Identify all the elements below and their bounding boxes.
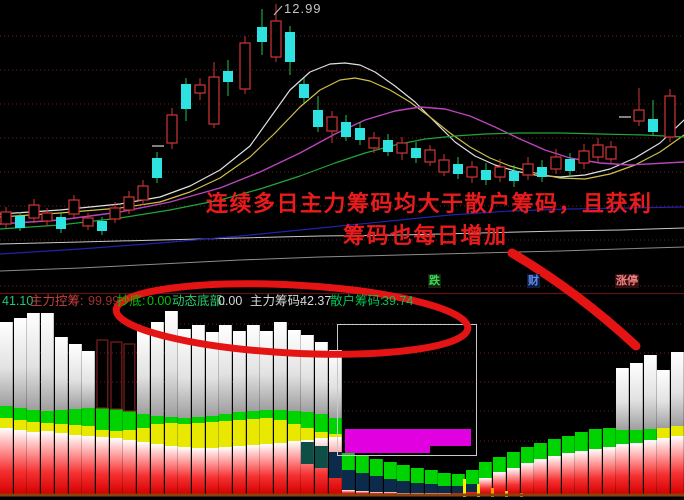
indicator-value-sanhu-chouma: 39.74 [382, 294, 414, 308]
annotation-text-line1: 连续多日主力筹码均大于散户筹码，且获利 [206, 191, 653, 216]
ticker-label-cai: 财 [527, 274, 540, 288]
moving-average-lines [0, 62, 684, 272]
indicator-value-dongtai-dibu: 0.00 [218, 294, 243, 308]
annotation-text-line2: 筹码也每日增加 [343, 223, 508, 248]
indicator-label-zhuli-chouma: 主力筹码: [250, 294, 304, 308]
indicator-value-chaodi: 0.00 [147, 294, 172, 308]
indicator-label-zhuli-kongchou: 主力控筹: [30, 294, 84, 308]
indicator-label-chaodi: 抄底: [117, 294, 146, 308]
indicator-label-sanhu-chouma: 散户筹码: [330, 294, 384, 308]
chip-distribution-histogram [0, 311, 684, 497]
indicator-value-zhuli-chouma: 42.37 [300, 294, 332, 308]
hand-drawn-annotations [112, 248, 641, 358]
ticker-label-zhangting: 涨停 [615, 274, 639, 288]
candlesticks [0, 4, 676, 235]
indicator-left-value: 41.10 [2, 294, 34, 308]
price-high-label: 12.99 [284, 1, 322, 16]
indicator-value-zhuli-kongchou: 99.99 [88, 294, 120, 308]
indicator-label-dongtai-dibu: 动态底部: [172, 294, 226, 308]
ticker-label-die: 跌 [428, 274, 441, 288]
